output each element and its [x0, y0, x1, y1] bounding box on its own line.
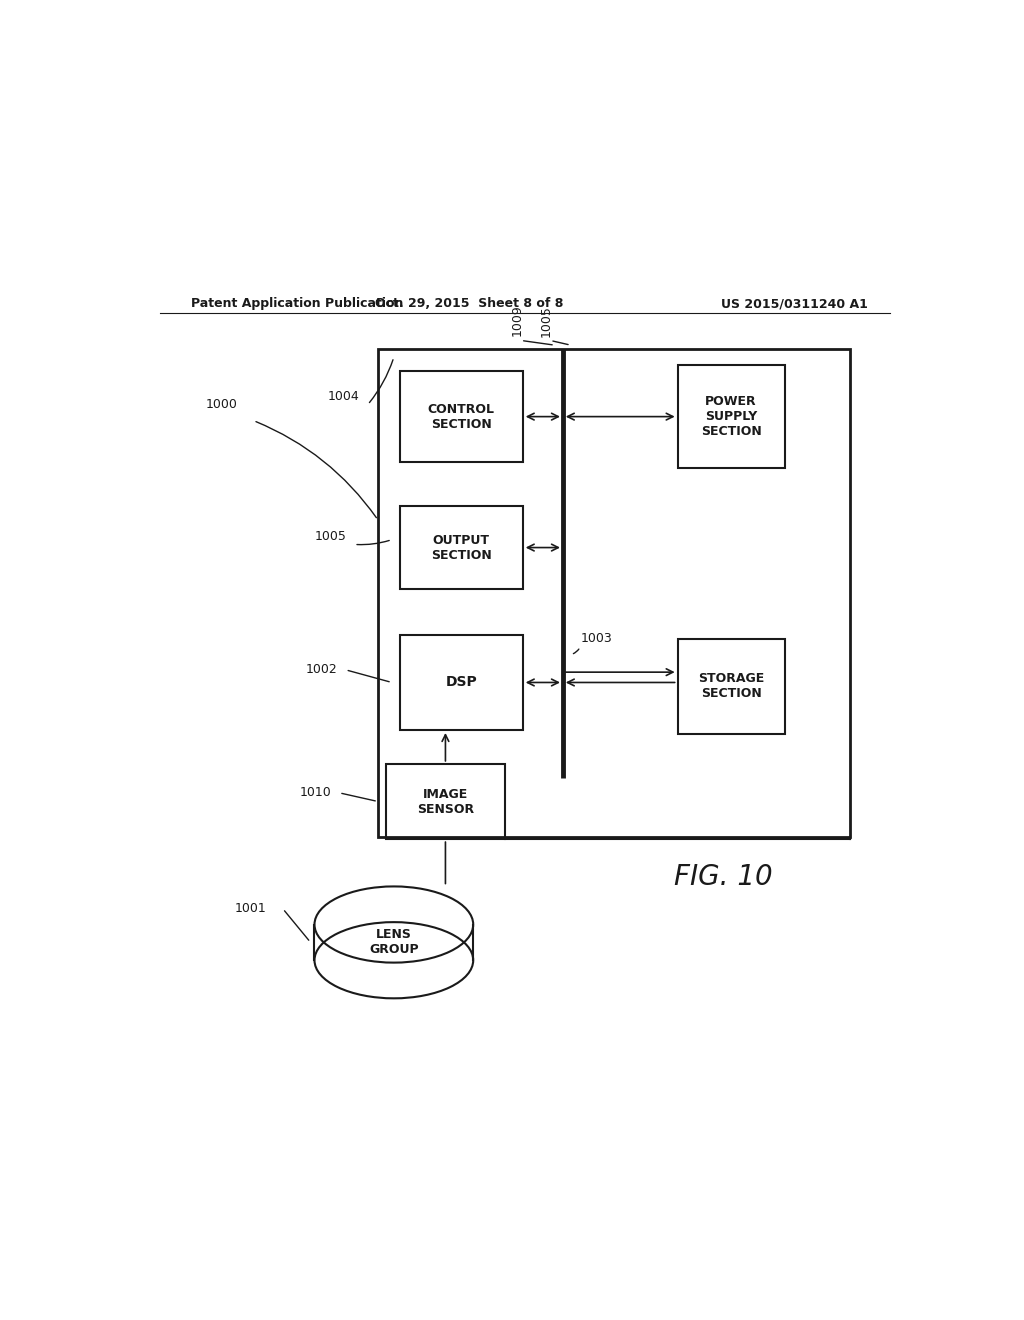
Text: Patent Application Publication: Patent Application Publication: [191, 297, 403, 310]
Text: CONTROL
SECTION: CONTROL SECTION: [428, 403, 495, 430]
Text: 1003: 1003: [581, 632, 612, 645]
Bar: [399, 371, 523, 462]
Text: 1005: 1005: [314, 529, 346, 543]
Bar: [399, 506, 523, 589]
Text: 1004: 1004: [328, 391, 359, 404]
Bar: [678, 639, 784, 734]
Bar: [386, 764, 505, 840]
Text: LENS
GROUP: LENS GROUP: [369, 928, 419, 957]
Text: STORAGE
SECTION: STORAGE SECTION: [698, 672, 764, 701]
Text: 1000: 1000: [206, 399, 238, 412]
Text: US 2015/0311240 A1: US 2015/0311240 A1: [721, 297, 868, 310]
Text: OUTPUT
SECTION: OUTPUT SECTION: [431, 533, 492, 561]
Text: 1009: 1009: [510, 305, 523, 337]
Text: 1001: 1001: [236, 902, 267, 915]
Bar: [678, 366, 784, 469]
Text: 1005: 1005: [540, 305, 553, 337]
Text: IMAGE
SENSOR: IMAGE SENSOR: [417, 788, 474, 816]
Text: DSP: DSP: [445, 676, 477, 689]
Text: FIG. 10: FIG. 10: [674, 863, 772, 891]
Bar: [399, 635, 523, 730]
Text: 1002: 1002: [306, 663, 338, 676]
Bar: [378, 350, 850, 837]
Text: 1010: 1010: [299, 787, 331, 800]
Text: Oct. 29, 2015  Sheet 8 of 8: Oct. 29, 2015 Sheet 8 of 8: [375, 297, 563, 310]
Text: POWER
SUPPLY
SECTION: POWER SUPPLY SECTION: [700, 395, 762, 438]
